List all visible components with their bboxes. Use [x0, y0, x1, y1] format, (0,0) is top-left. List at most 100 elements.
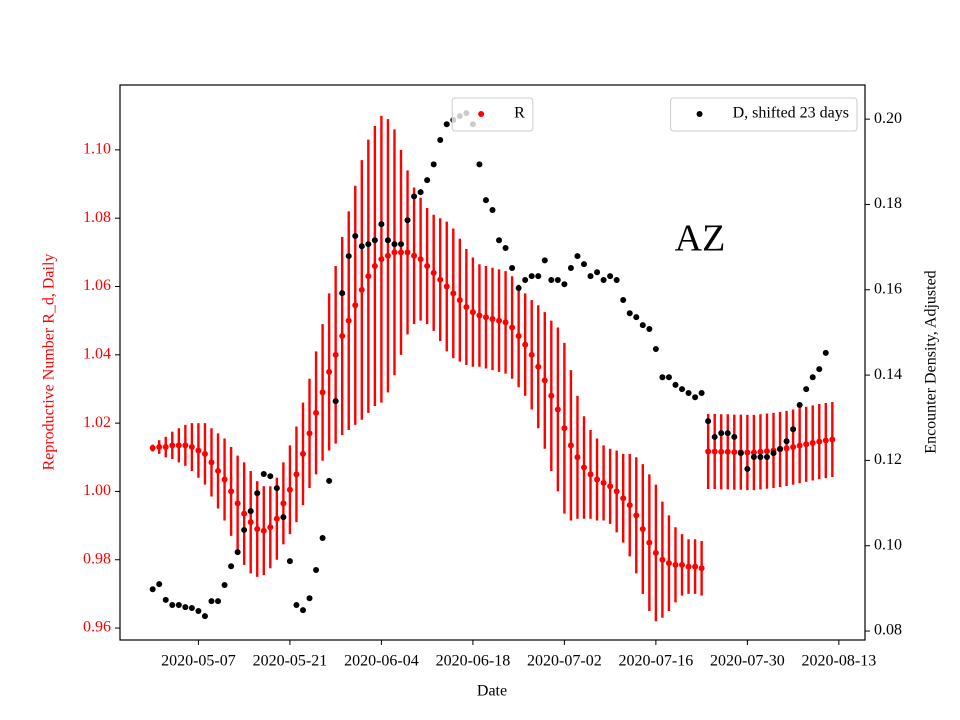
- point: [352, 233, 359, 240]
- point: [620, 297, 627, 304]
- y2-tick-label: 0.12: [874, 451, 902, 468]
- point: [391, 249, 398, 256]
- point: [737, 450, 744, 457]
- point: [757, 448, 764, 455]
- point: [456, 297, 463, 304]
- point: [574, 253, 581, 260]
- point: [698, 390, 705, 397]
- point: [313, 567, 320, 574]
- point: [783, 438, 790, 445]
- point: [620, 495, 627, 502]
- point: [411, 252, 418, 259]
- point: [803, 386, 810, 393]
- point: [580, 261, 587, 268]
- point: [554, 276, 561, 283]
- point: [267, 524, 274, 531]
- point: [437, 276, 444, 283]
- point: [469, 309, 476, 316]
- point: [522, 341, 529, 348]
- point: [750, 453, 757, 460]
- point: [816, 366, 823, 373]
- point: [332, 398, 339, 405]
- legend-box: [670, 97, 858, 132]
- point: [345, 253, 352, 260]
- point: [757, 453, 764, 460]
- point: [306, 595, 313, 602]
- point: [371, 263, 378, 270]
- point: [260, 527, 267, 534]
- point: [280, 514, 287, 521]
- x-tick-label: 2020-05-07: [161, 653, 236, 670]
- point: [293, 602, 300, 609]
- point: [443, 121, 450, 128]
- point: [326, 368, 333, 375]
- point: [188, 444, 195, 451]
- point: [188, 605, 195, 612]
- point: [561, 425, 568, 432]
- point: [652, 346, 659, 353]
- point: [378, 256, 385, 263]
- point: [293, 471, 300, 478]
- point: [548, 276, 555, 283]
- point: [175, 602, 182, 609]
- x-tick-label: 2020-07-30: [710, 653, 785, 670]
- y-tick-label: 1.02: [83, 414, 111, 431]
- point: [417, 189, 424, 196]
- legend: R: [451, 97, 534, 132]
- point: [763, 448, 770, 455]
- point: [790, 444, 797, 451]
- point: [594, 476, 601, 483]
- y2-axis-label: Encounter Density, Adjusted: [923, 270, 940, 453]
- point: [724, 448, 731, 455]
- point: [718, 448, 725, 455]
- point: [626, 502, 633, 509]
- point: [273, 485, 280, 492]
- point: [607, 483, 614, 490]
- point: [201, 450, 208, 457]
- point: [247, 508, 254, 515]
- point: [679, 561, 686, 568]
- point: [731, 433, 738, 440]
- point: [247, 519, 254, 526]
- point: [705, 448, 712, 455]
- legend: D, shifted 23 days: [670, 97, 858, 132]
- point: [750, 449, 757, 456]
- point: [607, 273, 614, 280]
- point: [443, 283, 450, 290]
- y-axis-label: Reproductive Number R_d, Daily: [41, 254, 58, 471]
- x-tick-label: 2020-08-13: [802, 653, 877, 670]
- point: [587, 471, 594, 478]
- point: [482, 314, 489, 321]
- point: [215, 467, 222, 474]
- point: [339, 333, 346, 340]
- point: [371, 237, 378, 244]
- point: [528, 273, 535, 280]
- y-tick-label: 0.96: [83, 619, 111, 636]
- point: [639, 322, 646, 329]
- point: [541, 257, 548, 264]
- point: [208, 459, 215, 466]
- point: [744, 449, 751, 456]
- point: [326, 477, 333, 484]
- point: [613, 276, 620, 283]
- point: [280, 500, 287, 507]
- point: [162, 444, 169, 451]
- y-tick-label: 1.08: [83, 209, 111, 226]
- point: [731, 449, 738, 456]
- point: [149, 445, 156, 452]
- point: [476, 312, 483, 319]
- point: [149, 586, 156, 593]
- point: [594, 269, 601, 276]
- y-tick-label: 1.00: [83, 482, 111, 499]
- y-tick-label: 1.04: [83, 345, 111, 362]
- point: [724, 430, 731, 437]
- legend-box: [451, 97, 534, 132]
- point: [306, 430, 313, 437]
- point: [777, 445, 784, 452]
- point: [561, 281, 568, 288]
- point: [528, 351, 535, 358]
- y2-tick-label: 0.14: [874, 366, 902, 383]
- point: [829, 436, 836, 443]
- point: [476, 161, 483, 168]
- point: [208, 598, 215, 605]
